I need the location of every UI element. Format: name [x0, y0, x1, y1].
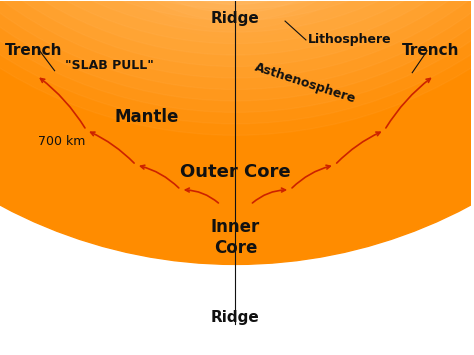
Circle shape: [78, 0, 392, 5]
Text: "SLAB PULL": "SLAB PULL": [64, 59, 154, 72]
Text: Inner
Core: Inner Core: [211, 218, 260, 257]
Text: Ridge: Ridge: [211, 310, 260, 325]
Text: 700 km: 700 km: [38, 135, 85, 148]
Text: Mantle: Mantle: [115, 108, 179, 126]
Text: Trench: Trench: [402, 43, 460, 58]
Circle shape: [0, 0, 474, 264]
Text: Lithosphere: Lithosphere: [308, 33, 392, 47]
Text: Trench: Trench: [5, 43, 63, 58]
Text: Outer Core: Outer Core: [180, 163, 291, 181]
Text: Asthenosphere: Asthenosphere: [253, 61, 358, 106]
Text: Ridge: Ridge: [211, 11, 260, 26]
